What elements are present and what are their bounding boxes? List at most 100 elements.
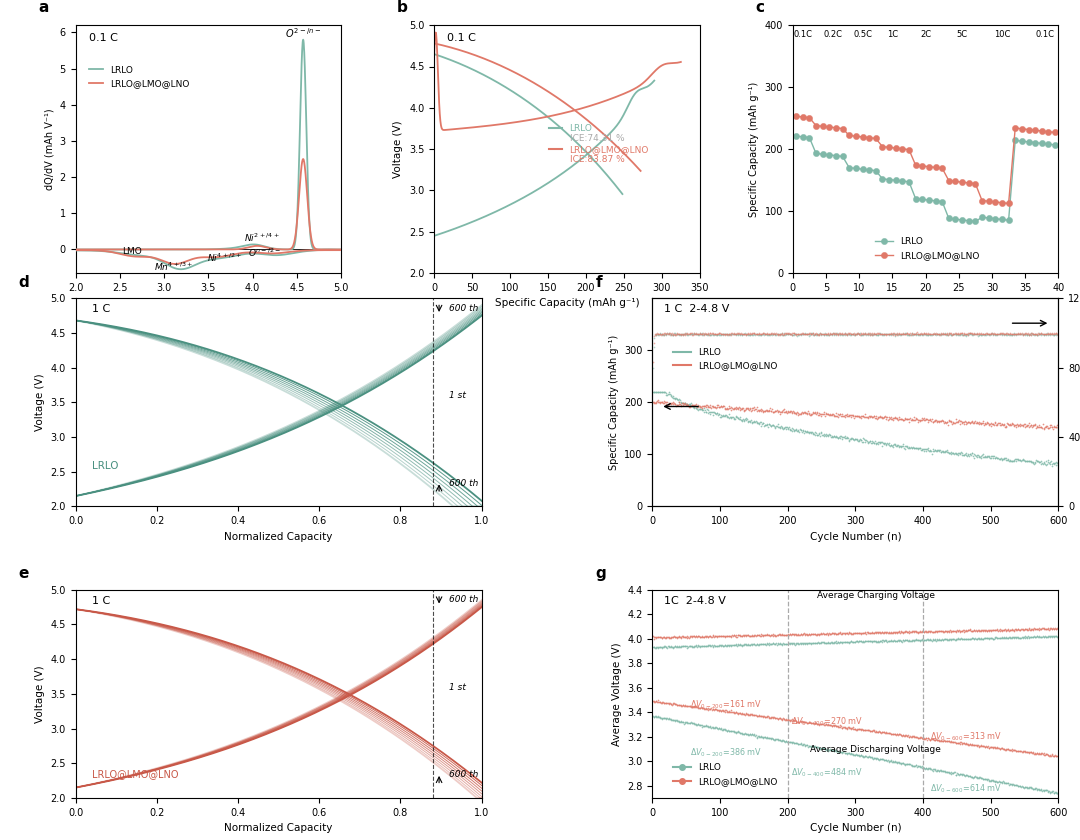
Text: 0.2C: 0.2C	[823, 30, 842, 39]
Point	[681, 630, 699, 643]
Point	[819, 428, 836, 442]
Point	[942, 735, 959, 748]
Point	[1015, 417, 1032, 431]
Point	[984, 633, 1001, 646]
Point	[900, 442, 917, 455]
Point	[741, 415, 758, 428]
Point	[966, 448, 983, 461]
Point	[824, 743, 841, 757]
Point	[663, 328, 680, 342]
Point	[685, 398, 702, 412]
Point	[674, 698, 691, 711]
Point	[867, 409, 885, 423]
Point	[812, 742, 829, 755]
Point	[929, 733, 946, 747]
Point	[802, 739, 820, 753]
Point	[918, 327, 935, 340]
Point	[746, 628, 764, 642]
Point	[779, 628, 796, 642]
Point	[1003, 454, 1021, 467]
Point	[840, 626, 858, 639]
Point	[939, 625, 956, 638]
Point	[766, 628, 783, 642]
Point	[699, 328, 716, 342]
Point	[726, 726, 743, 739]
Point	[838, 328, 855, 341]
Point	[944, 417, 961, 431]
Point	[782, 713, 799, 727]
Point	[872, 437, 889, 450]
Point	[711, 328, 728, 341]
Point	[924, 633, 942, 646]
Point	[800, 636, 818, 649]
Point	[1032, 622, 1050, 636]
Point	[687, 327, 704, 340]
Point	[1021, 622, 1038, 636]
Point	[804, 327, 821, 340]
Point	[935, 764, 953, 778]
Point	[794, 407, 811, 420]
Point	[693, 328, 711, 341]
Point	[1014, 418, 1031, 432]
Point	[789, 328, 807, 341]
Point	[855, 722, 873, 736]
Point	[786, 736, 804, 749]
Point	[696, 630, 713, 643]
Point	[791, 425, 808, 438]
Point	[645, 355, 662, 369]
Point	[720, 411, 738, 424]
Point	[894, 756, 912, 769]
Point	[768, 404, 785, 417]
Point	[796, 327, 813, 340]
Point	[646, 386, 663, 399]
Point	[999, 453, 1016, 466]
Point	[669, 327, 686, 340]
Point	[961, 417, 978, 430]
Point	[888, 727, 905, 741]
Point	[864, 724, 881, 738]
Point	[705, 328, 723, 342]
Point	[653, 712, 671, 726]
Point	[750, 403, 767, 417]
Point	[824, 327, 841, 340]
Point	[896, 728, 914, 742]
Point	[677, 631, 694, 644]
Point	[883, 328, 901, 341]
Point	[754, 638, 771, 651]
Point	[692, 718, 710, 732]
Point	[698, 631, 715, 644]
Point	[955, 768, 972, 781]
Point	[755, 417, 772, 430]
LRLO@LMO@LNO	[949, 176, 962, 186]
Point	[775, 421, 793, 434]
Point	[880, 634, 897, 648]
Point	[663, 328, 680, 341]
Point	[1043, 327, 1061, 340]
Point	[996, 623, 1013, 637]
Point	[786, 638, 804, 651]
Point	[675, 716, 692, 729]
Point	[963, 447, 981, 460]
Point	[956, 769, 973, 782]
Point	[913, 413, 930, 427]
Point	[882, 438, 900, 452]
Point	[670, 698, 687, 711]
Point	[902, 328, 919, 341]
Point	[666, 327, 684, 340]
Point	[939, 445, 956, 459]
Point	[962, 633, 980, 646]
Point	[651, 696, 669, 709]
Point	[699, 630, 716, 643]
Point	[945, 416, 962, 429]
Point	[990, 742, 1008, 755]
Point	[728, 328, 745, 341]
Point	[780, 712, 797, 726]
Point	[920, 413, 937, 427]
Point	[815, 428, 833, 441]
Point	[767, 404, 784, 417]
Point	[833, 429, 850, 443]
Point	[929, 444, 946, 457]
Point	[767, 711, 784, 725]
Point	[1009, 328, 1026, 341]
Point	[693, 328, 711, 341]
